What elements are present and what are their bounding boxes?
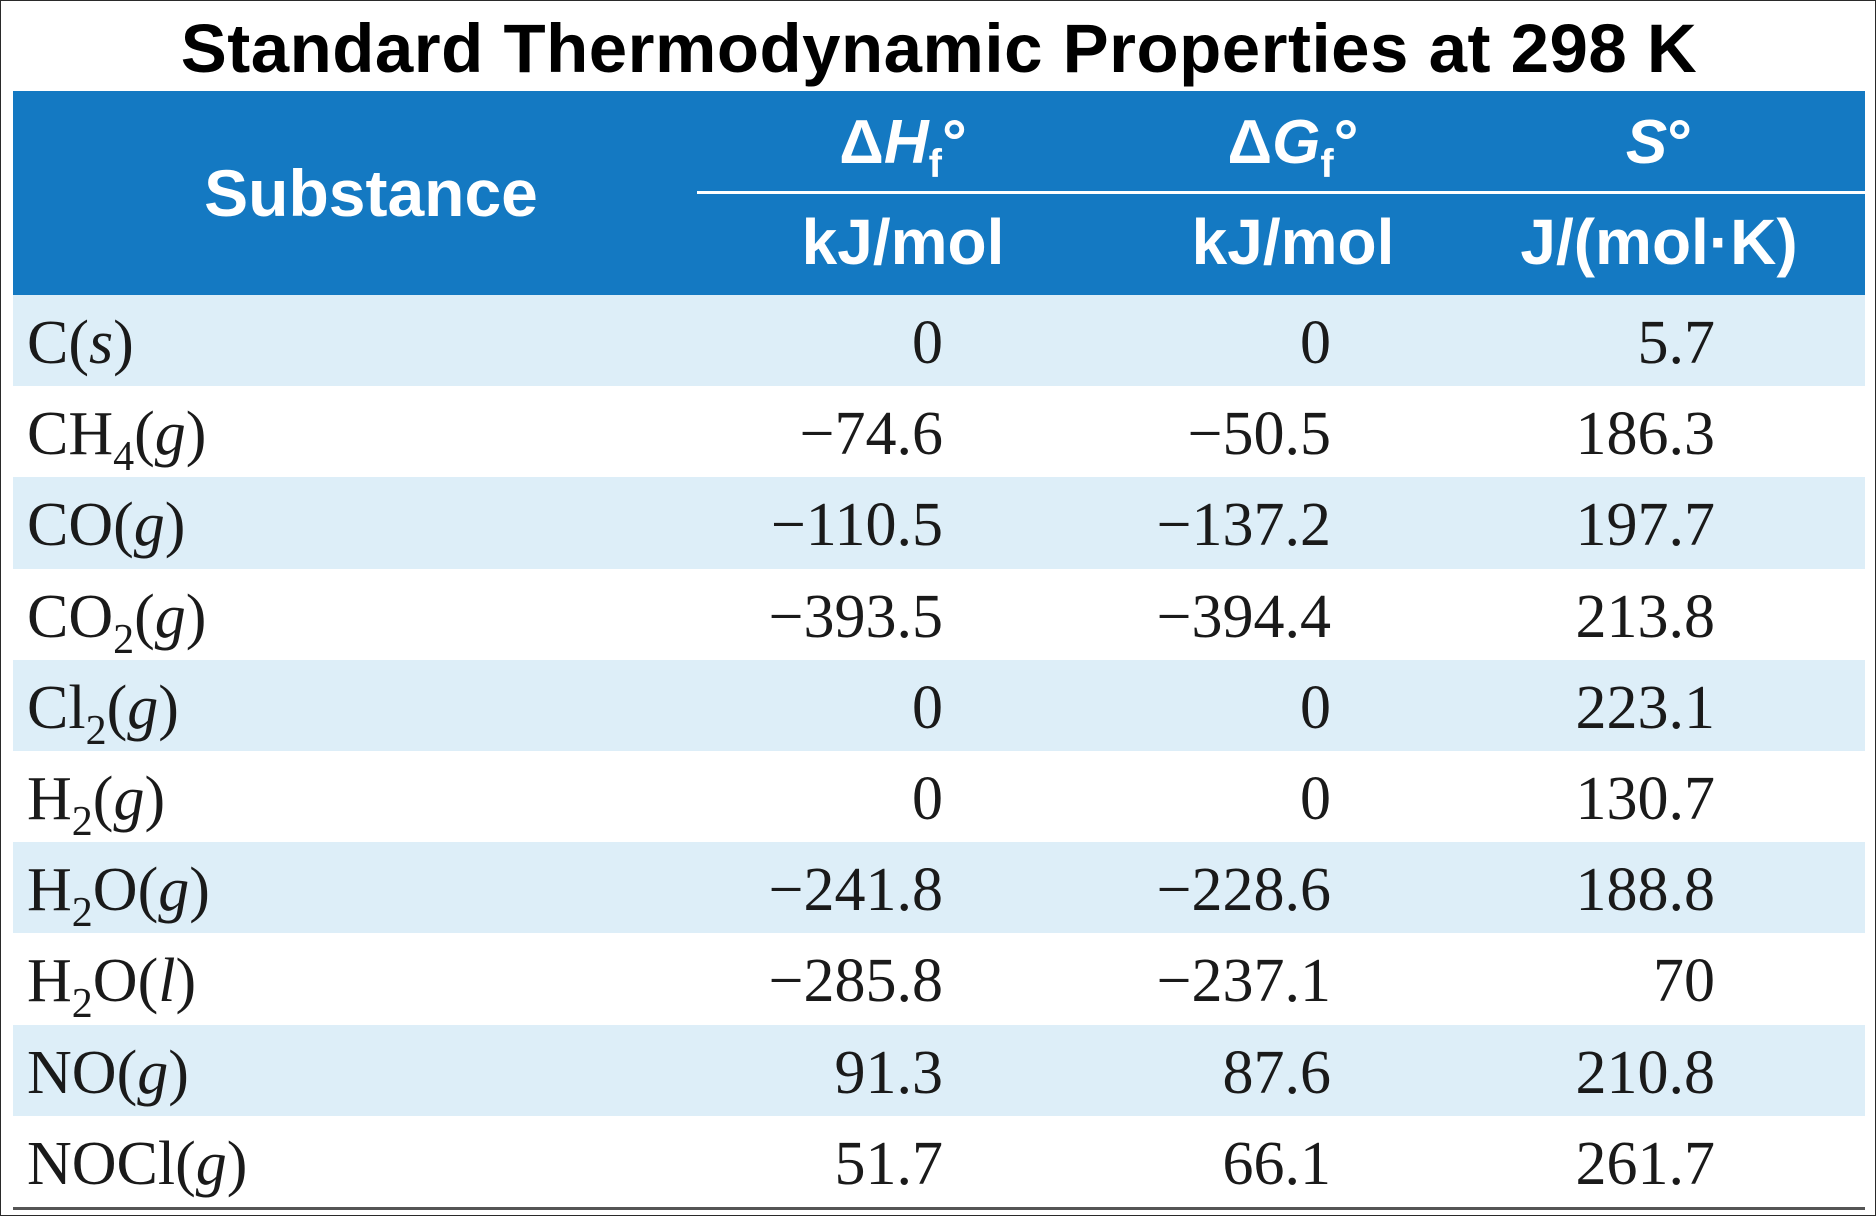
enthalpy-cell: 91.3 [834, 1038, 944, 1107]
entropy-cell: 186.3 [1575, 400, 1716, 469]
header-entropy-unit: J/(mol·K) [1520, 206, 1798, 278]
substance-cell: H2(g) [27, 764, 166, 845]
table-row: C(s) 0 0 5.7 [13, 295, 1865, 387]
header-enthalpy-unit: kJ/mol [801, 206, 1005, 278]
entropy-cell: 223.1 [1575, 673, 1716, 742]
enthalpy-cell: −285.8 [768, 947, 943, 1016]
header-entropy-symbol: S° [1625, 108, 1693, 177]
entropy-cell: 210.8 [1575, 1038, 1716, 1107]
table-body: C(s) 0 0 5.7 CH4(g) −74.6 −50.5 186.3 CO(g) −110.… [13, 295, 1865, 1207]
gibbs-cell: −137.2 [1156, 491, 1331, 560]
header-substance: Substance [204, 156, 538, 230]
gibbs-cell: 0 [1300, 309, 1331, 377]
gibbs-cell: −394.4 [1156, 582, 1331, 651]
table-row: NOCl(g) 51.7 66.1 261.7 [13, 1116, 1865, 1207]
entropy-cell: 5.7 [1637, 309, 1716, 377]
table-row: CH4(g) −74.6 −50.5 186.3 [13, 386, 1865, 481]
table-row: NO(g) 91.3 87.6 210.8 [13, 1024, 1865, 1116]
entropy-cell: 70 [1653, 947, 1715, 1016]
gibbs-cell: 0 [1300, 673, 1331, 742]
entropy-cell: 130.7 [1575, 764, 1716, 833]
header-gibbs-unit: kJ/mol [1191, 206, 1395, 278]
substance-cell: CO(g) [27, 491, 186, 560]
table-row: Cl2(g) 0 0 223.1 [13, 659, 1865, 754]
gibbs-cell: 0 [1300, 764, 1331, 833]
substance-cell: H2O(l) [27, 947, 197, 1028]
table-row: H2O(g) −241.8 −228.6 188.8 [13, 842, 1865, 937]
gibbs-cell: −228.6 [1156, 856, 1331, 925]
entropy-cell: 197.7 [1575, 491, 1716, 560]
substance-cell: C(s) [27, 309, 134, 377]
header-divider [697, 191, 1865, 194]
gibbs-cell: 66.1 [1222, 1129, 1332, 1198]
table-bottom-rule [13, 1207, 1865, 1210]
substance-cell: NO(g) [27, 1038, 189, 1107]
enthalpy-cell: 0 [912, 764, 943, 833]
substance-cell: NOCl(g) [27, 1129, 248, 1198]
table-row: H2O(l) −285.8 −237.1 70 [13, 933, 1865, 1028]
table-title: Standard Thermodynamic Properties at 298… [180, 10, 1698, 87]
gibbs-cell: 87.6 [1222, 1038, 1332, 1107]
table-row: CO2(g) −393.5 −394.4 213.8 [13, 569, 1865, 663]
enthalpy-cell: 0 [912, 673, 943, 742]
table-row: CO(g) −110.5 −137.2 197.7 [13, 477, 1865, 569]
entropy-cell: 213.8 [1575, 582, 1716, 651]
substance-cell: CO2(g) [27, 582, 207, 663]
table-header: Substance ΔHf° ΔGf° S° kJ/mol kJ/mol J/(… [13, 91, 1865, 295]
table-row: H2(g) 0 0 130.7 [13, 751, 1865, 845]
substance-cell: CH4(g) [27, 400, 207, 481]
enthalpy-cell: −393.5 [768, 582, 943, 651]
enthalpy-cell: −74.6 [799, 400, 943, 469]
thermo-table: Substance ΔHf° ΔGf° S° kJ/mol kJ/mol J/(… [13, 91, 1865, 1210]
enthalpy-cell: 51.7 [834, 1129, 944, 1198]
header-enthalpy-symbol: ΔHf° [839, 108, 967, 186]
gibbs-cell: −50.5 [1187, 400, 1331, 469]
header-gibbs-symbol: ΔGf° [1227, 108, 1359, 186]
substance-cell: H2O(g) [27, 856, 210, 937]
enthalpy-cell: −241.8 [768, 856, 943, 925]
entropy-cell: 188.8 [1575, 856, 1716, 925]
gibbs-cell: −237.1 [1156, 947, 1331, 1016]
entropy-cell: 261.7 [1575, 1129, 1716, 1198]
substance-cell: Cl2(g) [27, 673, 179, 754]
enthalpy-cell: 0 [912, 309, 943, 377]
enthalpy-cell: −110.5 [770, 491, 943, 560]
